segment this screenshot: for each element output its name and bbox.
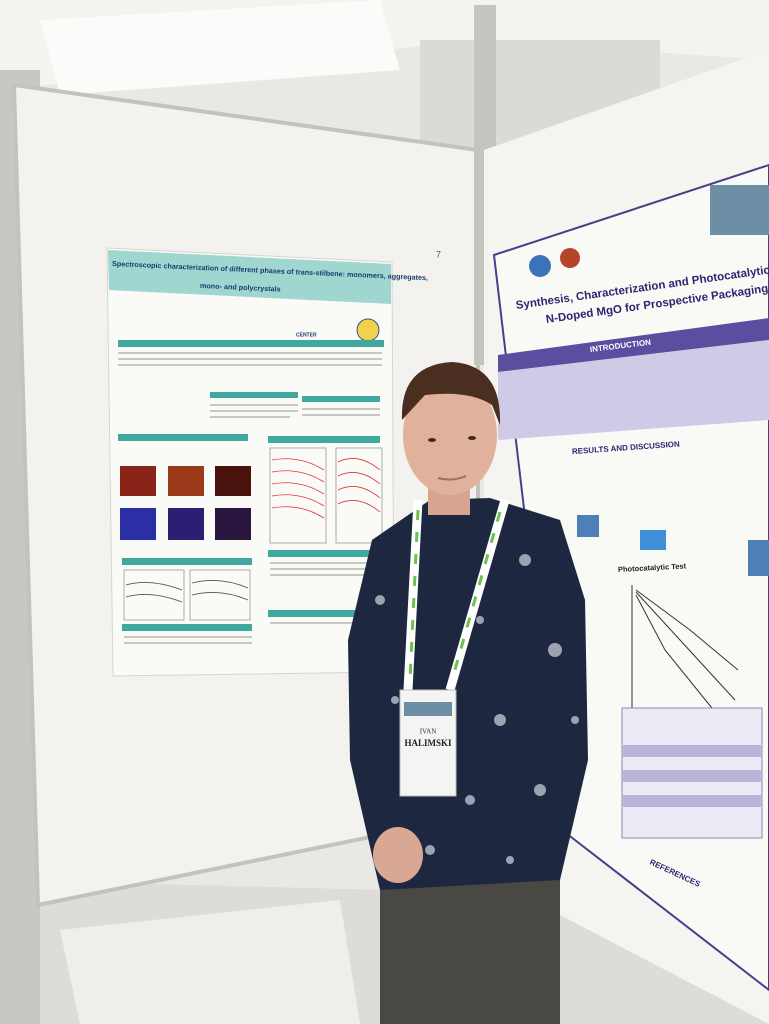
poster-header	[108, 250, 391, 304]
badge-banner	[404, 702, 452, 716]
logo	[356, 318, 380, 342]
device-icon	[577, 515, 599, 537]
poster-title: mono- and polycrystals	[200, 281, 281, 294]
logo	[560, 248, 580, 268]
device-icon	[640, 530, 666, 550]
spectra	[123, 447, 383, 621]
lanyard	[403, 498, 510, 692]
section-title: Photocatalytic Test	[618, 561, 687, 574]
results-table	[621, 707, 763, 839]
text-lines	[118, 352, 382, 644]
micrographs	[120, 466, 251, 540]
board-number: 7	[436, 249, 441, 259]
poster-logo: CENTER	[296, 332, 317, 338]
intro-box	[498, 340, 769, 440]
ceiling-light	[40, 0, 400, 95]
logo	[529, 255, 551, 277]
device-icon	[748, 540, 769, 576]
section-bars	[118, 340, 384, 631]
floor-reflection	[60, 900, 360, 1024]
person	[348, 362, 588, 1024]
poster-photo	[710, 185, 769, 235]
badge-last-name: HALIMSKI	[404, 738, 452, 748]
section-bar	[498, 318, 769, 372]
badge-first-name: IVAN	[420, 728, 437, 736]
